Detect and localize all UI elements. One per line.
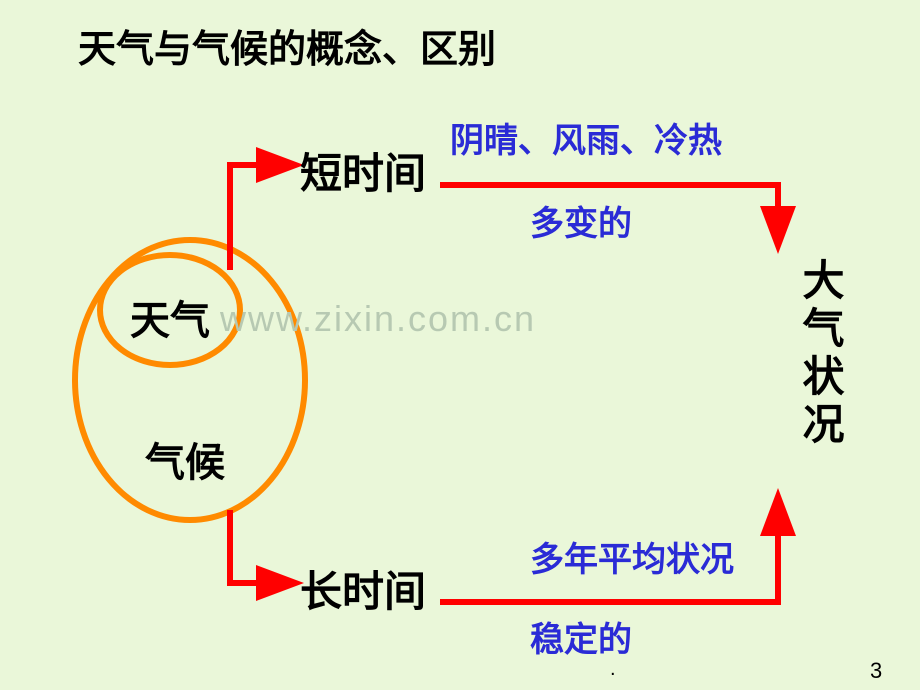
slide-title: 天气与气候的概念、区别 — [78, 18, 496, 73]
annot-long-top: 多年平均状况 — [530, 532, 734, 581]
annot-short-top: 阴晴、风雨、冷热 — [450, 113, 722, 162]
label-short-time: 短时间 — [300, 140, 426, 201]
label-atmosphere: 大气状况 — [790, 258, 851, 450]
label-weather: 天气 — [130, 288, 210, 346]
label-long-time: 长时间 — [300, 558, 426, 619]
slide-canvas: 天气与气候的概念、区别 www.zixin.com.cn 天气 气候 短时间 长… — [0, 0, 920, 690]
label-climate: 气候 — [145, 430, 225, 488]
annot-short-bottom: 多变的 — [530, 196, 632, 245]
footer-dot: . — [610, 658, 616, 681]
annot-long-bottom: 稳定的 — [530, 612, 632, 661]
page-number: 3 — [870, 658, 882, 684]
watermark-text: www.zixin.com.cn — [220, 298, 536, 340]
